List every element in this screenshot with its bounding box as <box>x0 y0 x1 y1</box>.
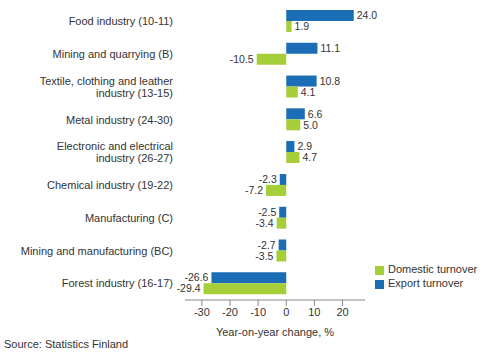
svg-text:Year-on-year change, %: Year-on-year change, % <box>216 326 334 338</box>
svg-text:-3.4: -3.4 <box>256 217 274 229</box>
svg-text:0: 0 <box>283 306 289 318</box>
svg-text:-3.5: -3.5 <box>255 250 273 262</box>
svg-text:-30: -30 <box>194 306 210 318</box>
svg-text:-2.3: -2.3 <box>258 173 277 186</box>
svg-text:-2.5: -2.5 <box>258 205 277 218</box>
svg-text:Textile, clothing and leatheri: Textile, clothing and leatherindustry (1… <box>40 75 174 99</box>
svg-text:-10: -10 <box>250 306 266 318</box>
svg-text:10.8: 10.8 <box>320 75 341 87</box>
svg-text:-7.2: -7.2 <box>245 184 263 196</box>
svg-text:Electronic and electricalindus: Electronic and electricalindustry (26-27… <box>57 140 173 164</box>
svg-text:-20: -20 <box>222 306 238 318</box>
svg-text:1.9: 1.9 <box>295 20 310 32</box>
svg-text:6.6: 6.6 <box>307 107 323 120</box>
svg-text:11.1: 11.1 <box>320 42 340 54</box>
svg-text:Mining and manufacturing (BC): Mining and manufacturing (BC) <box>21 245 173 257</box>
svg-text:-26.6: -26.6 <box>184 271 209 284</box>
svg-text:20: 20 <box>336 306 348 318</box>
svg-text:4.1: 4.1 <box>301 86 316 98</box>
svg-text:Mining and quarrying (B): Mining and quarrying (B) <box>53 48 173 60</box>
svg-text:10: 10 <box>308 306 320 318</box>
svg-text:2.9: 2.9 <box>297 140 312 153</box>
svg-text:-10.5: -10.5 <box>230 53 254 65</box>
html-text:Export turnover: Export turnover <box>388 277 464 289</box>
svg-text:Chemical industry (19-22): Chemical industry (19-22) <box>47 179 173 191</box>
svg-text:Food industry (10-11): Food industry (10-11) <box>69 15 173 27</box>
html-text:Domestic turnover: Domestic turnover <box>388 263 478 275</box>
svg-text:Metal industry (24-30): Metal industry (24-30) <box>66 114 173 126</box>
svg-text:4.7: 4.7 <box>302 151 317 163</box>
svg-text:24.0: 24.0 <box>357 9 378 21</box>
html-text:Source: Statistics Finland: Source: Statistics Finland <box>4 338 129 350</box>
svg-text:Forest industry (16-17): Forest industry (16-17) <box>62 277 173 289</box>
svg-text:Manufacturing (C): Manufacturing (C) <box>85 212 173 224</box>
svg-text:5.0: 5.0 <box>303 119 318 131</box>
svg-text:-29.4: -29.4 <box>177 282 201 294</box>
svg-text:-2.7: -2.7 <box>257 238 276 251</box>
